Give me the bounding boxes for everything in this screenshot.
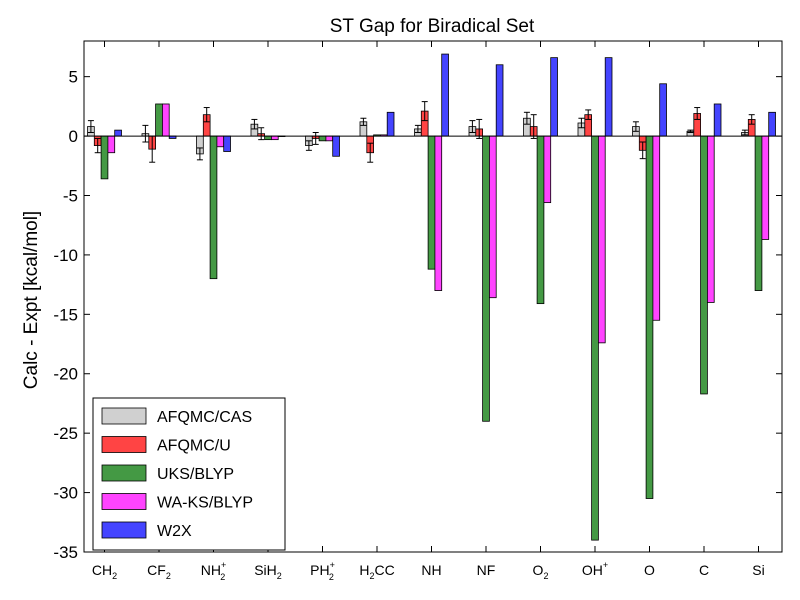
x-tick-label-3: SiH2 [254,562,282,581]
bar-uks-blyp-10 [645,135,654,499]
bar-uks-blyp-6 [427,135,436,270]
legend-label-afqmc-cas: AFQMC/CAS [157,409,252,426]
legend-label-uks-blyp: UKS/BLYP [157,466,234,483]
x-tick-label-12: Si [752,562,764,578]
bar-w2x-2 [223,135,231,152]
bar-uks-blyp-12 [754,135,763,291]
bar-wa-ks-blyp-4 [325,135,334,142]
y-tick-label: 5 [69,68,78,87]
x-tick-label-1: CF2 [147,562,171,581]
chart-title: ST Gap for Biradical Set [330,16,535,37]
bar-wa-ks-blyp-0 [107,135,116,154]
bar-w2x-7 [495,64,504,137]
x-tick-label-5: H2CC [359,562,394,581]
x-tick-label-2: NH+2​ [201,560,227,582]
bar-uks-blyp-4 [318,135,327,142]
legend-swatch-w2x [101,521,147,539]
legend-swatch-afqmc-cas [101,407,147,425]
x-tick-label-0: CH2 [92,562,117,581]
bar-wa-ks-blyp-6 [434,135,443,291]
bar-uks-blyp-1 [155,103,163,137]
bar-wa-ks-blyp-7 [488,135,497,299]
y-tick-label: -10 [53,246,78,265]
bar-uks-blyp-7 [482,135,490,422]
y-tick-label: -15 [53,305,78,324]
y-tick-label: 0 [69,127,78,146]
y-tick-label: -5 [63,186,78,205]
bar-w2x-5 [386,111,395,137]
bar-uks-blyp-3 [264,135,272,141]
bar-w2x-10 [659,83,667,137]
x-tick-label-9: OH+ [582,560,608,578]
x-tick-label-8: O2 [533,562,549,581]
legend-label-wa-ks-blyp: WA-KS/BLYP [157,495,253,512]
y-axis-label: Calc - Expt [kcal/mol] [21,211,42,389]
bar-w2x-11 [713,103,722,137]
bar-uks-blyp-8 [536,135,545,305]
bar-w2x-6 [441,53,449,137]
bar-uks-blyp-2 [209,135,218,280]
bar-wa-ks-blyp-3 [270,135,279,141]
bar-wa-ks-blyp-11 [707,135,715,303]
bar-wa-ks-blyp-8 [543,135,552,204]
axes-frame [83,40,783,553]
bar-w2x-0 [114,129,122,137]
bar-w2x-12 [768,111,776,137]
x-tick-label-10: O [644,562,655,578]
bar-wa-ks-blyp-12 [761,135,770,240]
bar-w2x-8 [550,57,558,137]
bar-wa-ks-blyp-1 [161,103,170,137]
bar-w2x-4 [332,135,340,157]
y-tick-label: -25 [53,424,78,443]
bar-uks-blyp-0 [100,135,109,180]
x-tick-label-7: NF [477,562,496,578]
x-tick-label-4: PH+2​ [310,560,335,582]
legend-label-afqmc-u: AFQMC/U [157,438,231,455]
x-tick-label-6: NH [421,562,441,578]
y-tick-label: -35 [53,543,78,562]
y-tick-label: -30 [53,484,78,503]
legend-swatch-wa-ks-blyp [101,493,147,510]
legend: AFQMC/CAS AFQMC/U UKS/BLYP WA-KS/BLYP W2X [92,397,286,551]
axes: 5 0 -5 -10 -15 -20 -25 -30 -35 CH2 CF2 NH+2​ SiH2 PH+… [53,40,783,582]
bar-wa-ks-blyp-10 [652,135,661,321]
legend-swatch-afqmc-u [101,436,147,453]
x-tick-label-11: C [699,562,709,578]
legend-swatch-uks-blyp [101,464,147,482]
bar-uks-blyp-9 [591,135,599,541]
bar-wa-ks-blyp-2 [216,135,225,148]
bar-uks-blyp-11 [700,135,708,395]
y-tick-label: -20 [53,365,78,384]
bar-wa-ks-blyp-9 [598,135,606,344]
bar-w2x-9 [604,57,613,137]
legend-label-w2x: W2X [157,523,192,540]
